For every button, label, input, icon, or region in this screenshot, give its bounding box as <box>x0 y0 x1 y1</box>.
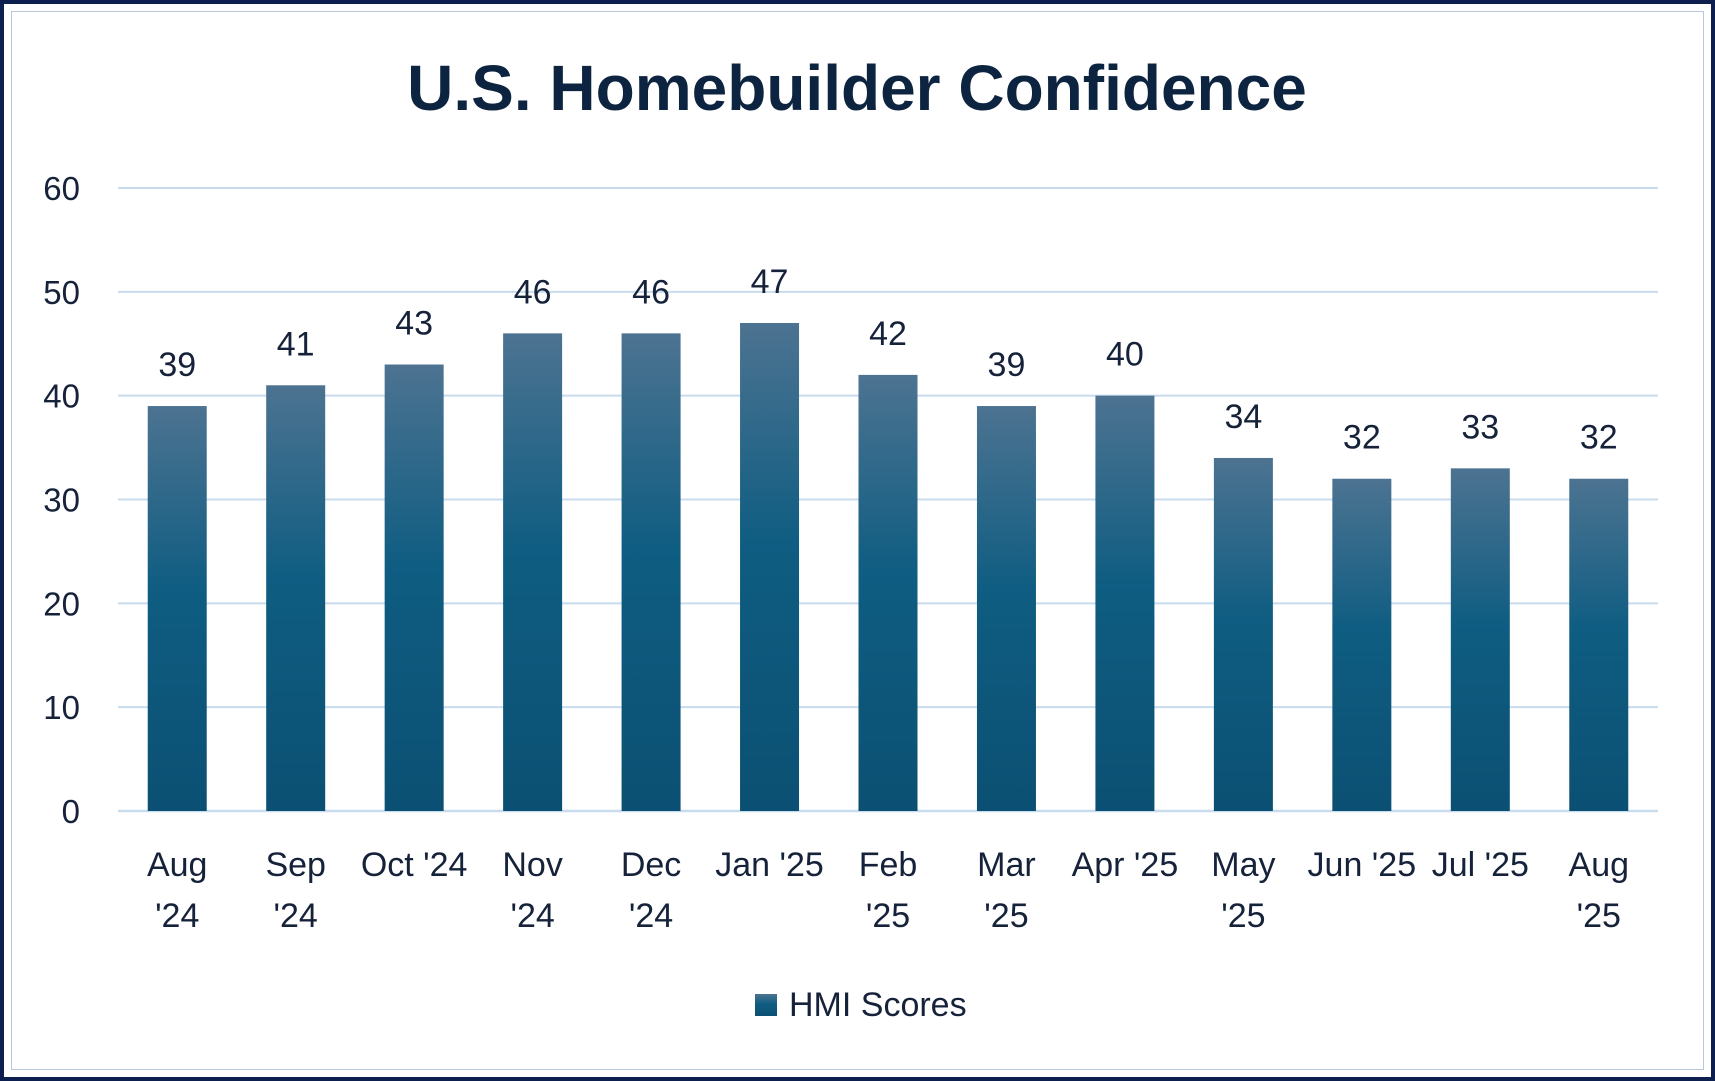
bar-2[interactable] <box>384 364 444 811</box>
x-tick-label: Feb <box>859 846 918 884</box>
bar-7[interactable] <box>976 406 1036 811</box>
data-label: 47 <box>751 263 789 301</box>
bar-10[interactable] <box>1332 478 1392 811</box>
x-tick-label: '25 <box>866 897 910 935</box>
data-label: 39 <box>988 346 1026 384</box>
data-label: 32 <box>1580 419 1618 457</box>
chart-title: U.S. Homebuilder Confidence <box>407 52 1307 124</box>
x-tick-label: Oct '24 <box>361 846 468 884</box>
x-tick-label: Nov <box>502 846 562 884</box>
bar-3[interactable] <box>503 333 563 811</box>
data-label: 33 <box>1461 408 1499 446</box>
bar-11[interactable] <box>1450 468 1510 811</box>
bar-4[interactable] <box>621 333 681 811</box>
x-tick-label: Dec <box>621 846 681 884</box>
data-label: 39 <box>158 346 196 384</box>
y-tick-label: 10 <box>43 689 80 726</box>
data-label: 46 <box>514 273 552 311</box>
x-tick-label: Jul '25 <box>1432 846 1529 884</box>
bar-8[interactable] <box>1095 395 1155 811</box>
bar-12[interactable] <box>1569 478 1629 811</box>
bar-9[interactable] <box>1213 457 1273 811</box>
bar-0[interactable] <box>147 406 207 811</box>
x-tick-label: Sep <box>265 846 326 884</box>
data-label: 46 <box>632 273 670 311</box>
x-tick-label: Mar <box>977 846 1036 884</box>
x-tick-label: '25 <box>1577 897 1621 935</box>
y-tick-label: 40 <box>43 378 80 415</box>
bar-5[interactable] <box>740 322 800 811</box>
chart-frame-inner <box>11 11 1704 1070</box>
x-tick-label: '24 <box>274 897 318 935</box>
data-label: 42 <box>869 315 907 353</box>
data-label: 40 <box>1106 336 1144 374</box>
x-tick-label: May <box>1211 846 1275 884</box>
y-tick-label: 20 <box>43 585 80 622</box>
bar-6[interactable] <box>858 374 918 811</box>
bar-1[interactable] <box>266 385 326 811</box>
y-tick-label: 0 <box>62 793 80 830</box>
x-tick-label: Jun '25 <box>1308 846 1417 884</box>
data-label: 32 <box>1343 419 1381 457</box>
data-label: 41 <box>277 325 315 363</box>
data-label: 34 <box>1224 398 1262 436</box>
x-tick-label: '24 <box>155 897 199 935</box>
legend-label: HMI Scores <box>789 986 967 1024</box>
x-tick-label: Apr '25 <box>1072 846 1179 884</box>
x-tick-label: '24 <box>629 897 673 935</box>
y-tick-label: 60 <box>43 170 80 207</box>
x-tick-label: Aug <box>1569 846 1630 884</box>
x-tick-label: Jan '25 <box>715 846 824 884</box>
x-tick-label: Aug <box>147 846 208 884</box>
y-tick-label: 50 <box>43 274 80 311</box>
x-tick-label: '25 <box>984 897 1028 935</box>
legend-swatch <box>755 994 777 1016</box>
y-tick-label: 30 <box>43 482 80 519</box>
x-tick-label: '24 <box>510 897 554 935</box>
x-tick-label: '25 <box>1221 897 1265 935</box>
data-label: 43 <box>395 305 433 343</box>
